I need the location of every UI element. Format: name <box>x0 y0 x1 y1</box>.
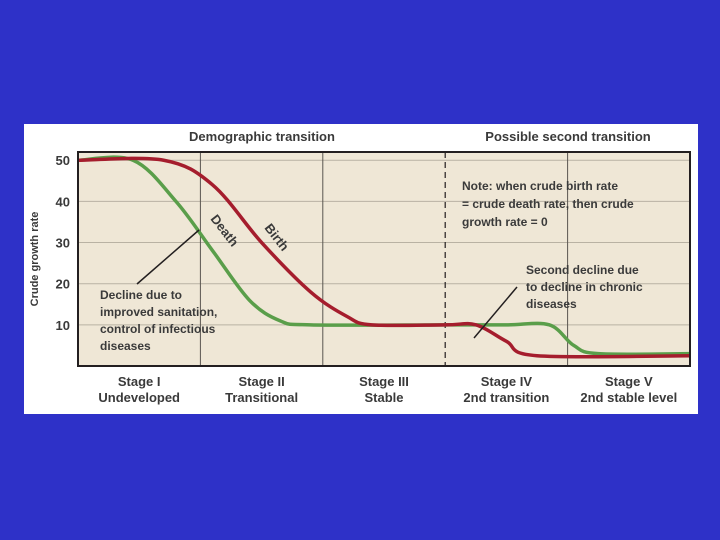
y-tick-40: 40 <box>56 194 70 209</box>
note-line-3: growth rate = 0 <box>462 215 548 229</box>
note-line-1: Note: when crude birth rate <box>462 179 618 193</box>
stage-dividers <box>199 152 569 366</box>
y-tick-50: 50 <box>56 153 70 168</box>
plot-background <box>78 152 690 366</box>
chart-svg: Demographic transition Possible second t… <box>29 129 691 405</box>
first-decline-annotation: Decline due to improved sanitation, cont… <box>100 229 217 353</box>
stage-desc-4: 2nd transition <box>463 390 549 405</box>
second-decline-annotation: Second decline due to decline in chronic… <box>473 263 643 339</box>
first-decline-line-3: control of infectious <box>100 322 216 336</box>
header-demographic-transition: Demographic transition <box>189 129 335 144</box>
first-decline-line-4: diseases <box>100 339 151 353</box>
y-tick-labels: 10 20 30 40 50 <box>56 153 70 333</box>
stage-label-4: Stage IV <box>481 374 533 389</box>
second-decline-line-2: to decline in chronic <box>526 280 643 294</box>
plot-frame <box>77 151 691 367</box>
stage-label-1: Stage I <box>118 374 161 389</box>
stage-desc-5: 2nd stable level <box>580 390 677 405</box>
grid <box>78 159 690 326</box>
second-decline-pointer <box>473 286 518 339</box>
second-decline-line-1: Second decline due <box>526 263 639 277</box>
death-rate-line <box>77 155 691 357</box>
stage-label-3: Stage III <box>359 374 409 389</box>
first-decline-pointer <box>136 229 200 285</box>
y-tick-30: 30 <box>56 236 70 251</box>
stage-label-5: Stage V <box>605 374 653 389</box>
first-decline-line-1: Decline due to <box>100 288 182 302</box>
header-second-transition: Possible second transition <box>485 129 650 144</box>
demographic-transition-figure: Demographic transition Possible second t… <box>24 124 698 414</box>
stage-desc-3: Stable <box>364 390 403 405</box>
birth-rate-line <box>77 156 691 359</box>
stage-desc-2: Transitional <box>225 390 298 405</box>
y-tick-20: 20 <box>56 277 70 292</box>
second-decline-line-3: diseases <box>526 297 577 311</box>
y-tick-10: 10 <box>56 318 70 333</box>
series-group <box>77 155 691 359</box>
note-annotation: Note: when crude birth rate = crude deat… <box>462 179 634 229</box>
note-line-2: = crude death rate, then crude <box>462 197 634 211</box>
stage-label-2: Stage II <box>238 374 284 389</box>
first-decline-line-2: improved sanitation, <box>100 305 217 319</box>
stage-desc-1: Undeveloped <box>98 390 180 405</box>
y-axis-label: Crude growth rate <box>29 212 41 307</box>
